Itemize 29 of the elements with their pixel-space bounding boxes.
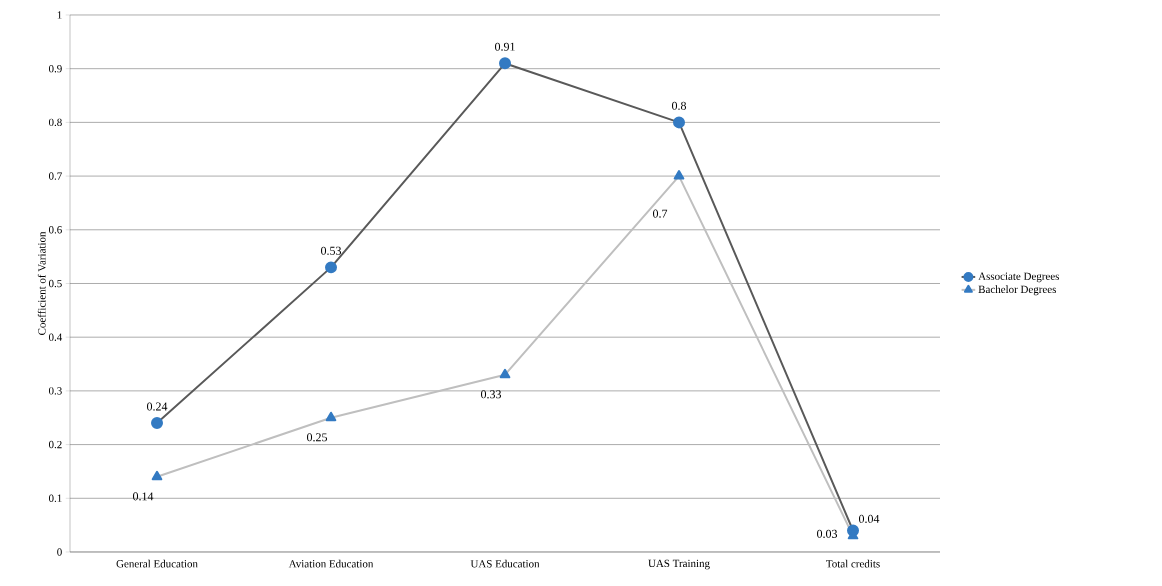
data-label: 0.33 (481, 390, 502, 399)
legend-label: Bachelor Degrees (978, 285, 1056, 296)
data-label: 0.03 (817, 529, 838, 538)
data-label: 0.7 (653, 209, 668, 218)
data-label: 0.14 (133, 492, 154, 501)
x-tick-label: Total credits (826, 559, 880, 568)
x-tick-label: UAS Education (470, 559, 540, 568)
x-tick-label: General Education (116, 559, 198, 568)
y-tick-label: 0.8 (48, 118, 62, 127)
y-tick-label: 0.9 (48, 64, 62, 73)
y-tick-label: 0.2 (48, 440, 62, 449)
x-tick-label: Aviation Education (288, 559, 374, 568)
y-tick-label: 0 (57, 548, 62, 556)
y-tick-label: 0.6 (48, 226, 62, 234)
y-tick-label: 0.5 (48, 279, 62, 288)
y-tick-label: 0.3 (48, 387, 62, 395)
y-tick-label: 0.7 (48, 172, 62, 180)
data-label: 0.91 (495, 42, 515, 51)
data-label: 0.24 (147, 402, 168, 411)
data-label: 0.04 (858, 514, 880, 523)
y-tick-label: 1 (57, 11, 62, 19)
data-label: 0.8 (671, 101, 687, 110)
x-tick-label: UAS Training (648, 559, 710, 570)
y-tick-label: 0.4 (48, 333, 63, 341)
data-label: 0.25 (307, 433, 328, 442)
data-label: 0.53 (321, 246, 342, 255)
legend-label: Associate Degrees (978, 272, 1060, 283)
y-tick-label: 0.1 (48, 494, 62, 503)
y-axis-title: Coefficient of Variation (37, 231, 46, 335)
